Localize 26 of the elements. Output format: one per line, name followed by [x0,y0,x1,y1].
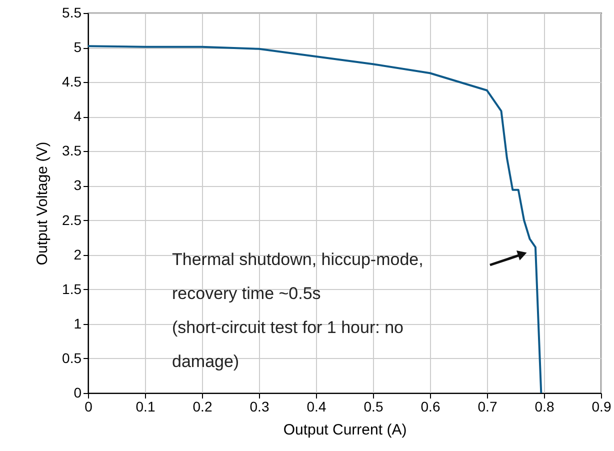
x-axis-title: Output Current (A) [283,422,407,438]
x-tick-label: 0.1 [136,398,156,414]
line-series [88,45,542,393]
y-tick-label: 1 [74,315,82,332]
y-tick-label: 0 [74,384,82,400]
annotation: Thermal shutdown, hiccup-mode, recovery time ~0.5s (short-circuit test for 1 hour: no damage) [172,250,424,371]
y-tick-label: 5 [74,39,82,56]
x-tick-label: 0.9 [592,398,612,414]
x-tick-label: 0.7 [478,398,498,414]
y-tick-label: 2.5 [62,212,82,228]
y-axis-title: Output Voltage (V) [34,142,52,266]
x-tick-label: 0 [84,398,93,414]
y-tick-label: 3 [74,177,82,194]
x-tick-label: 0.2 [192,398,212,414]
x-tick-label: 0.5 [364,398,384,414]
y-tick-label: 0.5 [62,350,82,366]
y-tick-label: 5.5 [62,4,82,20]
x-tick-label: 0.4 [306,398,326,414]
x-tick-label: 0.3 [250,398,270,414]
x-tick-label: 0.8 [534,398,554,414]
x-tick-label: 0.6 [420,398,440,414]
y-tick-label: 3.5 [62,142,82,159]
y-tick-label: 1.5 [62,280,82,297]
y-tick-label: 4 [74,108,82,124]
y-tick-label: 4.5 [62,74,82,90]
y-tick-label: 2 [74,246,82,262]
